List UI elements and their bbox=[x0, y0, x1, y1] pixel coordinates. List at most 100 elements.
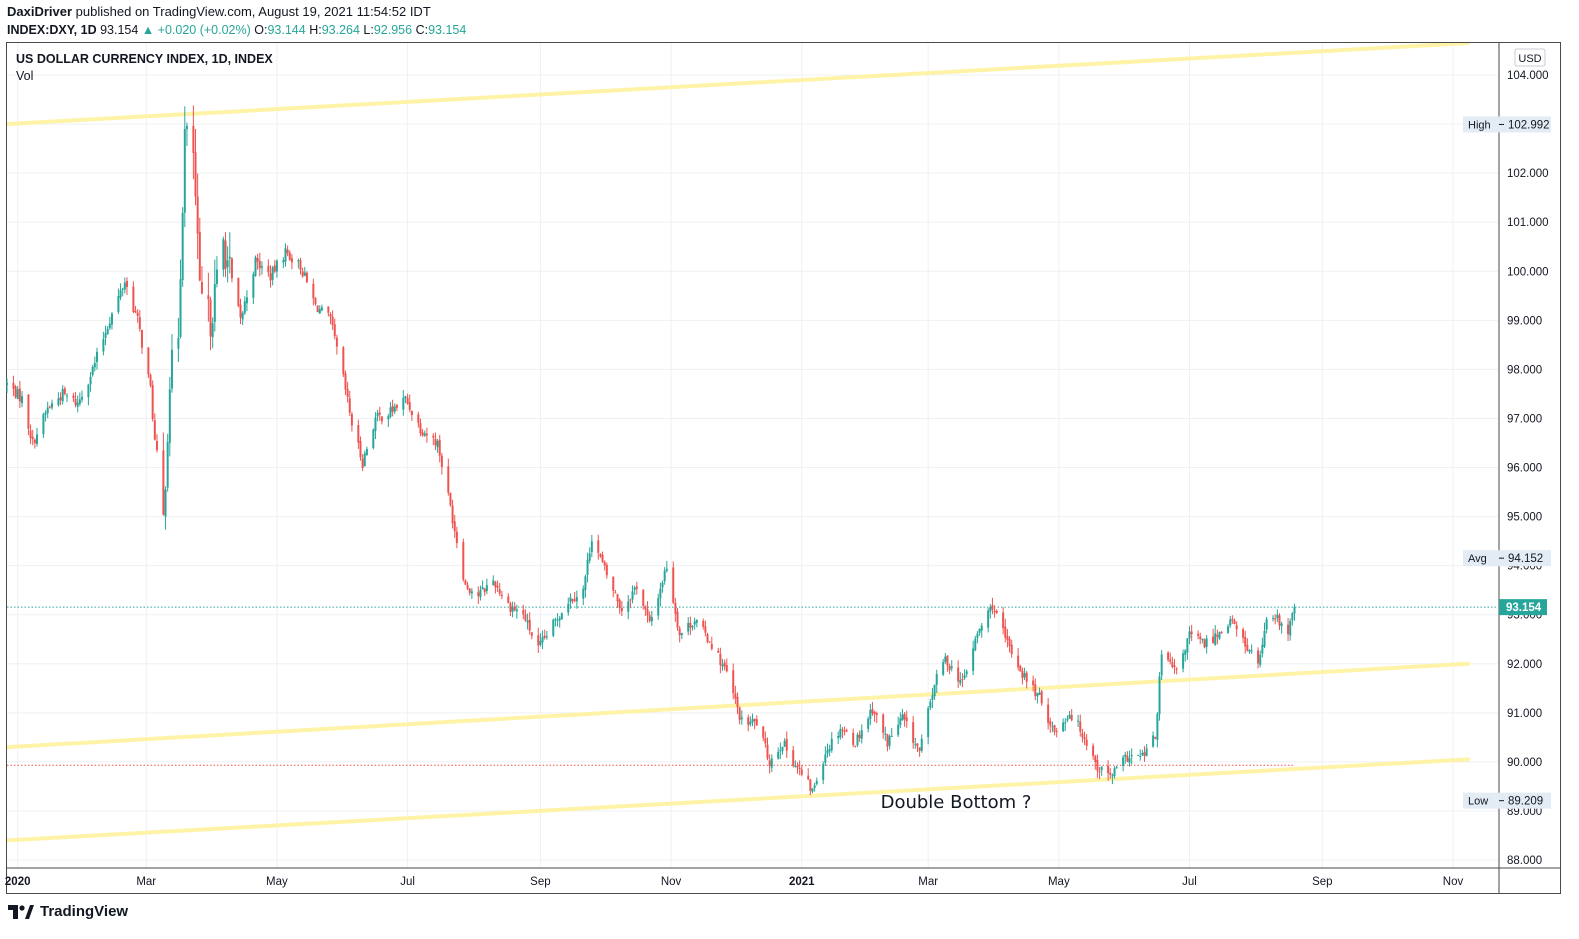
candle-body bbox=[134, 310, 137, 313]
candle-body bbox=[1066, 718, 1069, 721]
candle-body bbox=[423, 433, 426, 436]
candle-body bbox=[1287, 624, 1290, 635]
candle-body bbox=[1092, 745, 1095, 757]
candle-body bbox=[515, 609, 518, 612]
candle-body bbox=[138, 317, 141, 329]
close-value: 93.154 bbox=[428, 23, 467, 37]
stat-label-value: 102.992 bbox=[1508, 119, 1550, 131]
y-tick-label: 91.000 bbox=[1507, 708, 1542, 720]
y-tick-label: 100.000 bbox=[1507, 266, 1549, 278]
candle-body bbox=[736, 696, 739, 708]
candle-body bbox=[391, 405, 394, 412]
candle-body bbox=[65, 395, 68, 397]
candle-body bbox=[147, 347, 150, 375]
candle-body bbox=[867, 718, 870, 729]
candle-body bbox=[672, 567, 675, 603]
candle-body bbox=[989, 607, 992, 612]
trendline[interactable] bbox=[7, 43, 1471, 127]
candle-body bbox=[556, 619, 559, 621]
currency-box[interactable] bbox=[1514, 48, 1546, 67]
candle-body bbox=[273, 265, 276, 272]
candle-body bbox=[588, 553, 591, 561]
y-tick-label: 98.000 bbox=[1507, 364, 1542, 376]
candle-body bbox=[933, 684, 936, 697]
candle-body bbox=[884, 733, 887, 735]
candle-body bbox=[500, 594, 503, 597]
candle-body bbox=[871, 709, 874, 714]
candle-body bbox=[196, 196, 199, 234]
candle-body bbox=[303, 272, 306, 276]
candle-body bbox=[627, 601, 630, 612]
candle-body bbox=[1259, 654, 1262, 665]
candle-body bbox=[166, 442, 169, 488]
double-bottom-annotation[interactable]: Double Bottom ? bbox=[881, 792, 1032, 813]
stat-label-value: 89.209 bbox=[1508, 796, 1543, 808]
author-name[interactable]: DaxiDriver bbox=[7, 4, 73, 19]
candle-body bbox=[162, 450, 165, 515]
candle-body bbox=[753, 718, 756, 722]
candle-body bbox=[573, 599, 576, 601]
candle-body bbox=[245, 297, 248, 304]
candle-body bbox=[663, 570, 666, 582]
candle-body bbox=[331, 316, 334, 325]
candle-body bbox=[149, 374, 152, 386]
candle-body bbox=[380, 416, 383, 422]
candle-body bbox=[1111, 775, 1114, 777]
candle-body bbox=[944, 656, 947, 662]
candle-body bbox=[1156, 713, 1159, 740]
x-tick-label: Jul bbox=[1182, 876, 1197, 888]
candle-body bbox=[63, 388, 66, 394]
candle-body bbox=[796, 765, 799, 768]
candle-body bbox=[78, 399, 81, 404]
trendline[interactable] bbox=[7, 757, 1471, 843]
candle-body bbox=[284, 248, 287, 262]
candle-body bbox=[702, 620, 705, 627]
candle-body bbox=[299, 260, 302, 270]
candle-body bbox=[440, 455, 443, 468]
candle-body bbox=[764, 738, 767, 744]
candle-body bbox=[1235, 625, 1238, 630]
currency-label: USD bbox=[1518, 53, 1541, 65]
candle-body bbox=[1051, 726, 1054, 728]
candle-body bbox=[1263, 630, 1266, 647]
candle-body bbox=[1113, 768, 1116, 777]
candle-body bbox=[288, 252, 291, 260]
candle-body bbox=[404, 396, 407, 399]
candle-body bbox=[376, 413, 379, 417]
low-label: L: bbox=[363, 23, 374, 37]
candle-body bbox=[1062, 722, 1065, 732]
candle-body bbox=[1188, 631, 1191, 639]
candle-body bbox=[734, 693, 737, 699]
candle-body bbox=[845, 730, 848, 732]
candle-body bbox=[528, 619, 531, 631]
candle-body bbox=[419, 423, 422, 434]
candle-body bbox=[1098, 771, 1101, 773]
candle-body bbox=[584, 576, 587, 590]
candle-body bbox=[237, 277, 240, 306]
candle-body bbox=[35, 434, 38, 444]
candle-body bbox=[946, 655, 949, 666]
candle-body bbox=[530, 632, 533, 636]
candle-body bbox=[1107, 766, 1110, 774]
stat-label-name: Avg bbox=[1468, 553, 1487, 565]
candle-body bbox=[1032, 680, 1035, 686]
candle-body bbox=[1038, 692, 1041, 695]
candle-body bbox=[177, 337, 180, 349]
candle-body bbox=[1186, 638, 1189, 653]
chart-frame bbox=[6, 42, 1561, 894]
candle-body bbox=[481, 587, 484, 590]
candle-body bbox=[1122, 757, 1125, 766]
candle-body bbox=[1205, 638, 1208, 647]
candle-body bbox=[194, 152, 197, 197]
candle-body bbox=[1145, 748, 1148, 756]
candle-body bbox=[151, 385, 154, 419]
x-tick-label: Jul bbox=[400, 876, 415, 888]
tradingview-logo[interactable]: TradingView bbox=[8, 903, 128, 920]
candle-body bbox=[875, 713, 878, 715]
candle-body bbox=[513, 606, 516, 611]
candle-body bbox=[470, 591, 473, 594]
candle-body bbox=[314, 298, 317, 304]
candle-body bbox=[1214, 633, 1217, 645]
candle-body bbox=[155, 441, 158, 451]
